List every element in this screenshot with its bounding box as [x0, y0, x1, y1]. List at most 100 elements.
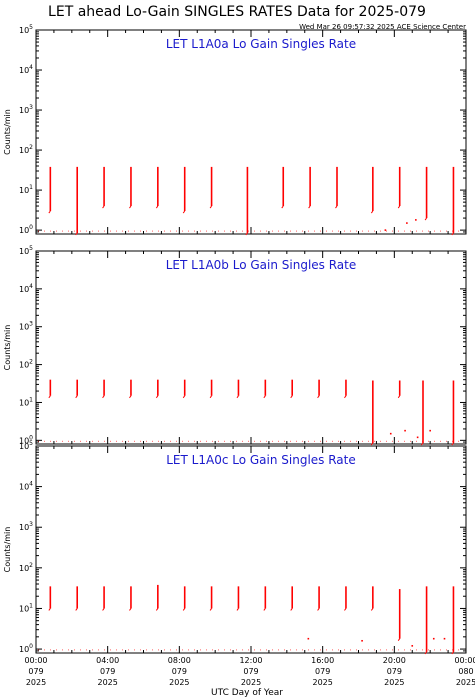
y-tick-label: 105	[19, 24, 33, 35]
rate-spike-tail	[48, 395, 51, 399]
panel-title: LET L1A0b Lo Gain Singles Rate	[166, 258, 357, 272]
rate-spike-tail	[344, 395, 347, 399]
y-axis-label: Counts/min	[3, 325, 12, 371]
y-tick-label: 101	[19, 184, 33, 195]
y-tick-label: 102	[19, 562, 33, 573]
rate-point	[411, 645, 414, 647]
rate-spike-tail	[263, 395, 266, 399]
x-tick-label: 2025	[97, 678, 117, 687]
rate-spike-tail	[129, 205, 132, 209]
rate-spike-tail	[75, 395, 78, 399]
y-tick-label: 100	[19, 643, 33, 654]
rate-spike-tail	[129, 395, 132, 399]
rate-spike-tail	[236, 608, 239, 611]
rate-spike-tail	[236, 395, 239, 399]
x-tick-label: 2025	[456, 678, 475, 687]
rate-point	[432, 637, 435, 640]
rate-spike-tail	[451, 442, 454, 446]
rate-spike-tail	[48, 210, 51, 214]
y-tick-label: 100	[19, 224, 33, 235]
panel-title: LET L1A0c Lo Gain Singles Rate	[166, 453, 356, 467]
rate-spike-tail	[397, 205, 401, 209]
x-tick-label: 2025	[26, 678, 46, 687]
y-tick-label: 104	[19, 64, 33, 75]
x-tick-label: 079	[28, 667, 43, 676]
x-tick-label: 08:00	[168, 656, 191, 665]
rate-spike-tail	[424, 217, 427, 221]
timestamp: Wed Mar 26 09:57:32 2025 ACE Science Cen…	[299, 23, 466, 31]
rate-spike-tail	[209, 608, 212, 611]
y-tick-label: 101	[19, 396, 33, 407]
rate-spike-tail	[370, 608, 374, 611]
rate-spike-tail	[129, 608, 132, 611]
rate-spike-tail	[421, 442, 424, 446]
x-tick-label: 20:00	[383, 656, 406, 665]
rate-spike-tail	[48, 608, 51, 611]
rate-spike-tail	[451, 232, 454, 236]
rate-spike-tail	[75, 232, 78, 236]
rate-spike-tail	[102, 395, 105, 399]
y-axis-label: Counts/min	[3, 109, 12, 155]
y-tick-label: 102	[19, 359, 33, 370]
rate-point	[389, 432, 392, 435]
x-tick-label: 079	[243, 667, 258, 676]
rate-spike-tail	[370, 442, 374, 446]
y-tick-label: 101	[19, 602, 33, 613]
rate-spike-tail	[451, 651, 454, 655]
rate-spike-tail	[182, 608, 186, 611]
y-tick-label: 105	[19, 440, 33, 451]
y-tick-label: 103	[19, 104, 33, 115]
rate-point	[416, 436, 419, 439]
y-tick-label: 103	[19, 521, 33, 532]
rate-spike-tail	[209, 205, 212, 209]
rate-spike-tail	[281, 205, 284, 209]
rate-spike-tail	[397, 638, 401, 641]
x-tick-label: 2025	[169, 678, 189, 687]
rate-point	[429, 429, 431, 432]
x-tick-label: 2025	[312, 678, 332, 687]
rate-spike-tail	[317, 608, 320, 611]
rate-point	[415, 219, 417, 221]
x-tick-label: 2025	[241, 678, 261, 687]
plot-frame	[35, 29, 467, 235]
rate-point	[307, 637, 310, 640]
x-tick-label: 079	[172, 667, 187, 676]
panel-1: 100 101 102 103 104 105 LET L1A0a Lo Gain Sing…	[3, 24, 467, 236]
x-tick-label: 080	[458, 667, 473, 676]
rate-spike-tail	[182, 395, 186, 399]
x-tick-label: 00:00	[24, 656, 47, 665]
x-tick-label: 079	[100, 667, 115, 676]
rate-spike-tail	[335, 205, 338, 209]
x-tick-label: 16:00	[311, 656, 334, 665]
rate-spike-tail	[245, 232, 248, 236]
y-tick-label: 104	[19, 283, 33, 294]
rate-spike-tail	[155, 205, 159, 209]
rate-point	[443, 637, 446, 640]
y-tick-label: 105	[19, 245, 33, 256]
rate-spike-tail	[308, 205, 311, 209]
rate-point	[404, 429, 406, 432]
plot-frame	[35, 445, 467, 654]
panel-title: LET L1A0a Lo Gain Singles Rate	[166, 37, 356, 51]
rate-spike-tail	[344, 608, 347, 611]
plot-frame	[35, 250, 467, 445]
rate-point	[384, 229, 387, 231]
rate-spike-tail	[102, 608, 105, 611]
rate-point	[406, 222, 408, 224]
x-tick-label: 04:00	[96, 656, 119, 665]
y-tick-label: 100	[19, 434, 33, 445]
rate-point	[361, 639, 363, 642]
rate-spike-tail	[155, 608, 159, 611]
rate-spike-tail	[424, 651, 427, 655]
rate-spike-tail	[263, 608, 266, 611]
rate-spike-tail	[290, 608, 293, 611]
rate-spike-tail	[370, 210, 374, 214]
rate-spike-tail	[102, 205, 105, 209]
panel-2: 100 101 102 103 104 105 LET L1A0b Lo Gain Sing…	[3, 245, 467, 446]
rate-spike-tail	[182, 210, 186, 214]
x-tick-label: 2025	[384, 678, 404, 687]
y-axis-label: Counts/min	[3, 527, 12, 573]
rate-spike-tail	[397, 395, 401, 399]
rate-spike-tail	[155, 395, 159, 399]
